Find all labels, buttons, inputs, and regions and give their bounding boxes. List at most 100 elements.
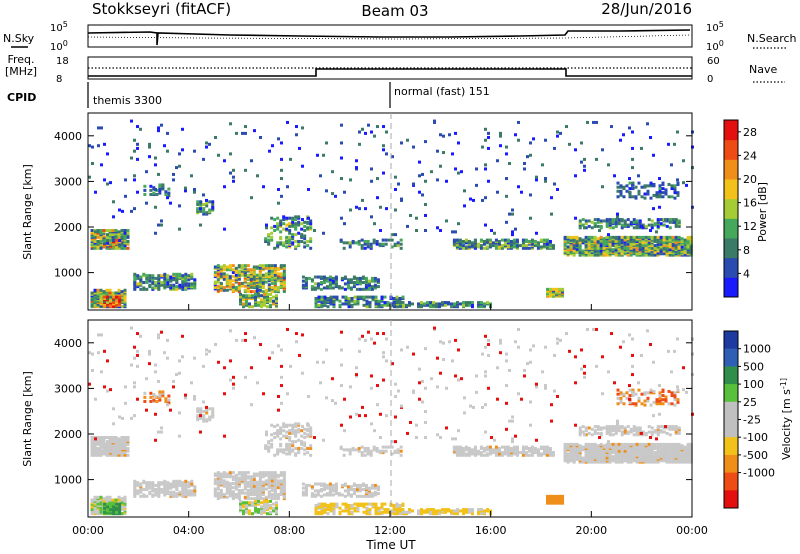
- power-echo-cell: [511, 208, 514, 212]
- velocity-echo-cell: [193, 493, 197, 497]
- power-echo-cell: [166, 149, 169, 153]
- power-echo-cell: [99, 294, 103, 298]
- power-echo-cell: [457, 222, 460, 226]
- power-echo-cell: [544, 177, 547, 181]
- power-echo-cell: [301, 164, 304, 168]
- power-echo-cell: [435, 305, 438, 309]
- velocity-echo-cell: [456, 508, 459, 512]
- power-echo-cell: [273, 273, 277, 277]
- velocity-echo-cell: [659, 429, 663, 433]
- power-echo-cell: [288, 235, 292, 239]
- power-echo-cell: [674, 220, 678, 224]
- velocity-echo-cell: [123, 441, 127, 445]
- velocity-echo-cell: [319, 482, 323, 486]
- power-echo-cell: [581, 218, 585, 222]
- power-echo-cell: [611, 248, 615, 252]
- velocity-echo-cell: [635, 453, 639, 457]
- power-echo-cell: [439, 229, 442, 233]
- power-echo-cell: [228, 275, 232, 279]
- power-echo-cell: [628, 181, 632, 185]
- power-echo-cell: [580, 160, 583, 164]
- power-echo-cell: [593, 241, 597, 245]
- power-echo-cell: [264, 266, 268, 270]
- power-echo-cell: [399, 242, 403, 246]
- power-echo-cell: [405, 303, 408, 307]
- velocity-echo-cell: [313, 482, 317, 486]
- velocity-echo-cell: [368, 502, 372, 506]
- velocity-echo-cell: [270, 445, 274, 449]
- power-echo-cell: [593, 218, 597, 222]
- power-echo-cell: [632, 220, 636, 224]
- power-echo-cell: [157, 274, 161, 278]
- power-echo-cell: [673, 142, 676, 146]
- power-echo-cell: [616, 195, 620, 199]
- velocity-echo-cell: [242, 501, 245, 505]
- velocity-echo-cell: [546, 494, 550, 498]
- power-echo-cell: [408, 303, 411, 307]
- cpid-segment-normal: normal (fast) 151: [394, 85, 490, 98]
- power-echo-cell: [526, 155, 529, 159]
- velocity-echo-cell: [314, 506, 318, 510]
- power-echo-cell: [258, 264, 262, 268]
- power-echo-cell: [622, 195, 626, 199]
- power-echo-cell: [370, 130, 373, 134]
- power-echo-cell: [199, 223, 202, 227]
- velocity-echo-cell: [521, 445, 525, 449]
- power-echo-cell: [370, 215, 373, 219]
- velocity-echo-cell: [680, 455, 684, 459]
- power-echo-cell: [190, 174, 193, 178]
- velocity-echo-cell: [464, 445, 468, 449]
- velocity-echo-cell: [251, 512, 254, 516]
- velocity-echo-cell: [620, 445, 624, 449]
- power-echo-cell: [575, 241, 579, 245]
- power-echo-cell: [175, 285, 179, 289]
- velocity-echo-cell: [383, 502, 387, 506]
- power-echo-cell: [473, 244, 477, 248]
- power-echo-cell: [115, 295, 119, 299]
- power-echo-cell: [596, 224, 600, 228]
- power-echo-cell: [297, 223, 301, 227]
- velocity-echo-cell: [175, 485, 179, 489]
- power-echo-cell: [680, 245, 684, 249]
- velocity-echo-cell: [596, 444, 600, 448]
- power-echo-cell: [248, 302, 251, 306]
- velocity-echo-cell: [329, 509, 333, 513]
- power-echo-cell: [264, 272, 268, 276]
- power-echo-cell: [462, 303, 465, 307]
- y-tick-label: 1000: [54, 267, 82, 280]
- power-echo-cell: [544, 179, 547, 183]
- power-echo-cell: [213, 273, 217, 277]
- power-echo-cell: [670, 163, 673, 167]
- power-echo-cell: [350, 296, 354, 300]
- power-echo-cell: [375, 242, 379, 246]
- power-echo-cell: [605, 223, 609, 227]
- power-echo-cell: [587, 219, 591, 223]
- velocity-echo-cell: [398, 503, 402, 507]
- velocity-echo-cell: [166, 492, 170, 496]
- power-echo-cell: [151, 278, 155, 282]
- power-echo-cell: [491, 241, 495, 245]
- velocity-echo-cell: [497, 446, 501, 450]
- power-echo-cell: [184, 275, 188, 279]
- velocity-echo-cell: [252, 484, 256, 488]
- power-echo-cell: [199, 209, 203, 213]
- power-echo-cell: [117, 246, 121, 250]
- power-echo-cell: [661, 181, 665, 185]
- velocity-echo-cell: [444, 510, 447, 514]
- velocity-echo-cell: [325, 492, 329, 496]
- power-echo-cell: [345, 241, 349, 245]
- power-echo-cell: [673, 184, 677, 188]
- power-echo-cell: [620, 238, 624, 242]
- velocity-echo-cell: [350, 510, 354, 514]
- velocity-echo-cell: [578, 448, 582, 452]
- power-echo-cell: [300, 227, 304, 231]
- velocity-echo-cell: [319, 494, 323, 498]
- velocity-echo-cell: [90, 505, 94, 509]
- power-echo-cell: [187, 278, 191, 282]
- power-echo-cell: [143, 188, 147, 192]
- power-echo-cell: [605, 235, 609, 239]
- velocity-echo-cell: [187, 485, 191, 489]
- power-echo-cell: [578, 241, 582, 245]
- power-echo-cell: [151, 274, 155, 278]
- power-echo-cell: [682, 159, 685, 163]
